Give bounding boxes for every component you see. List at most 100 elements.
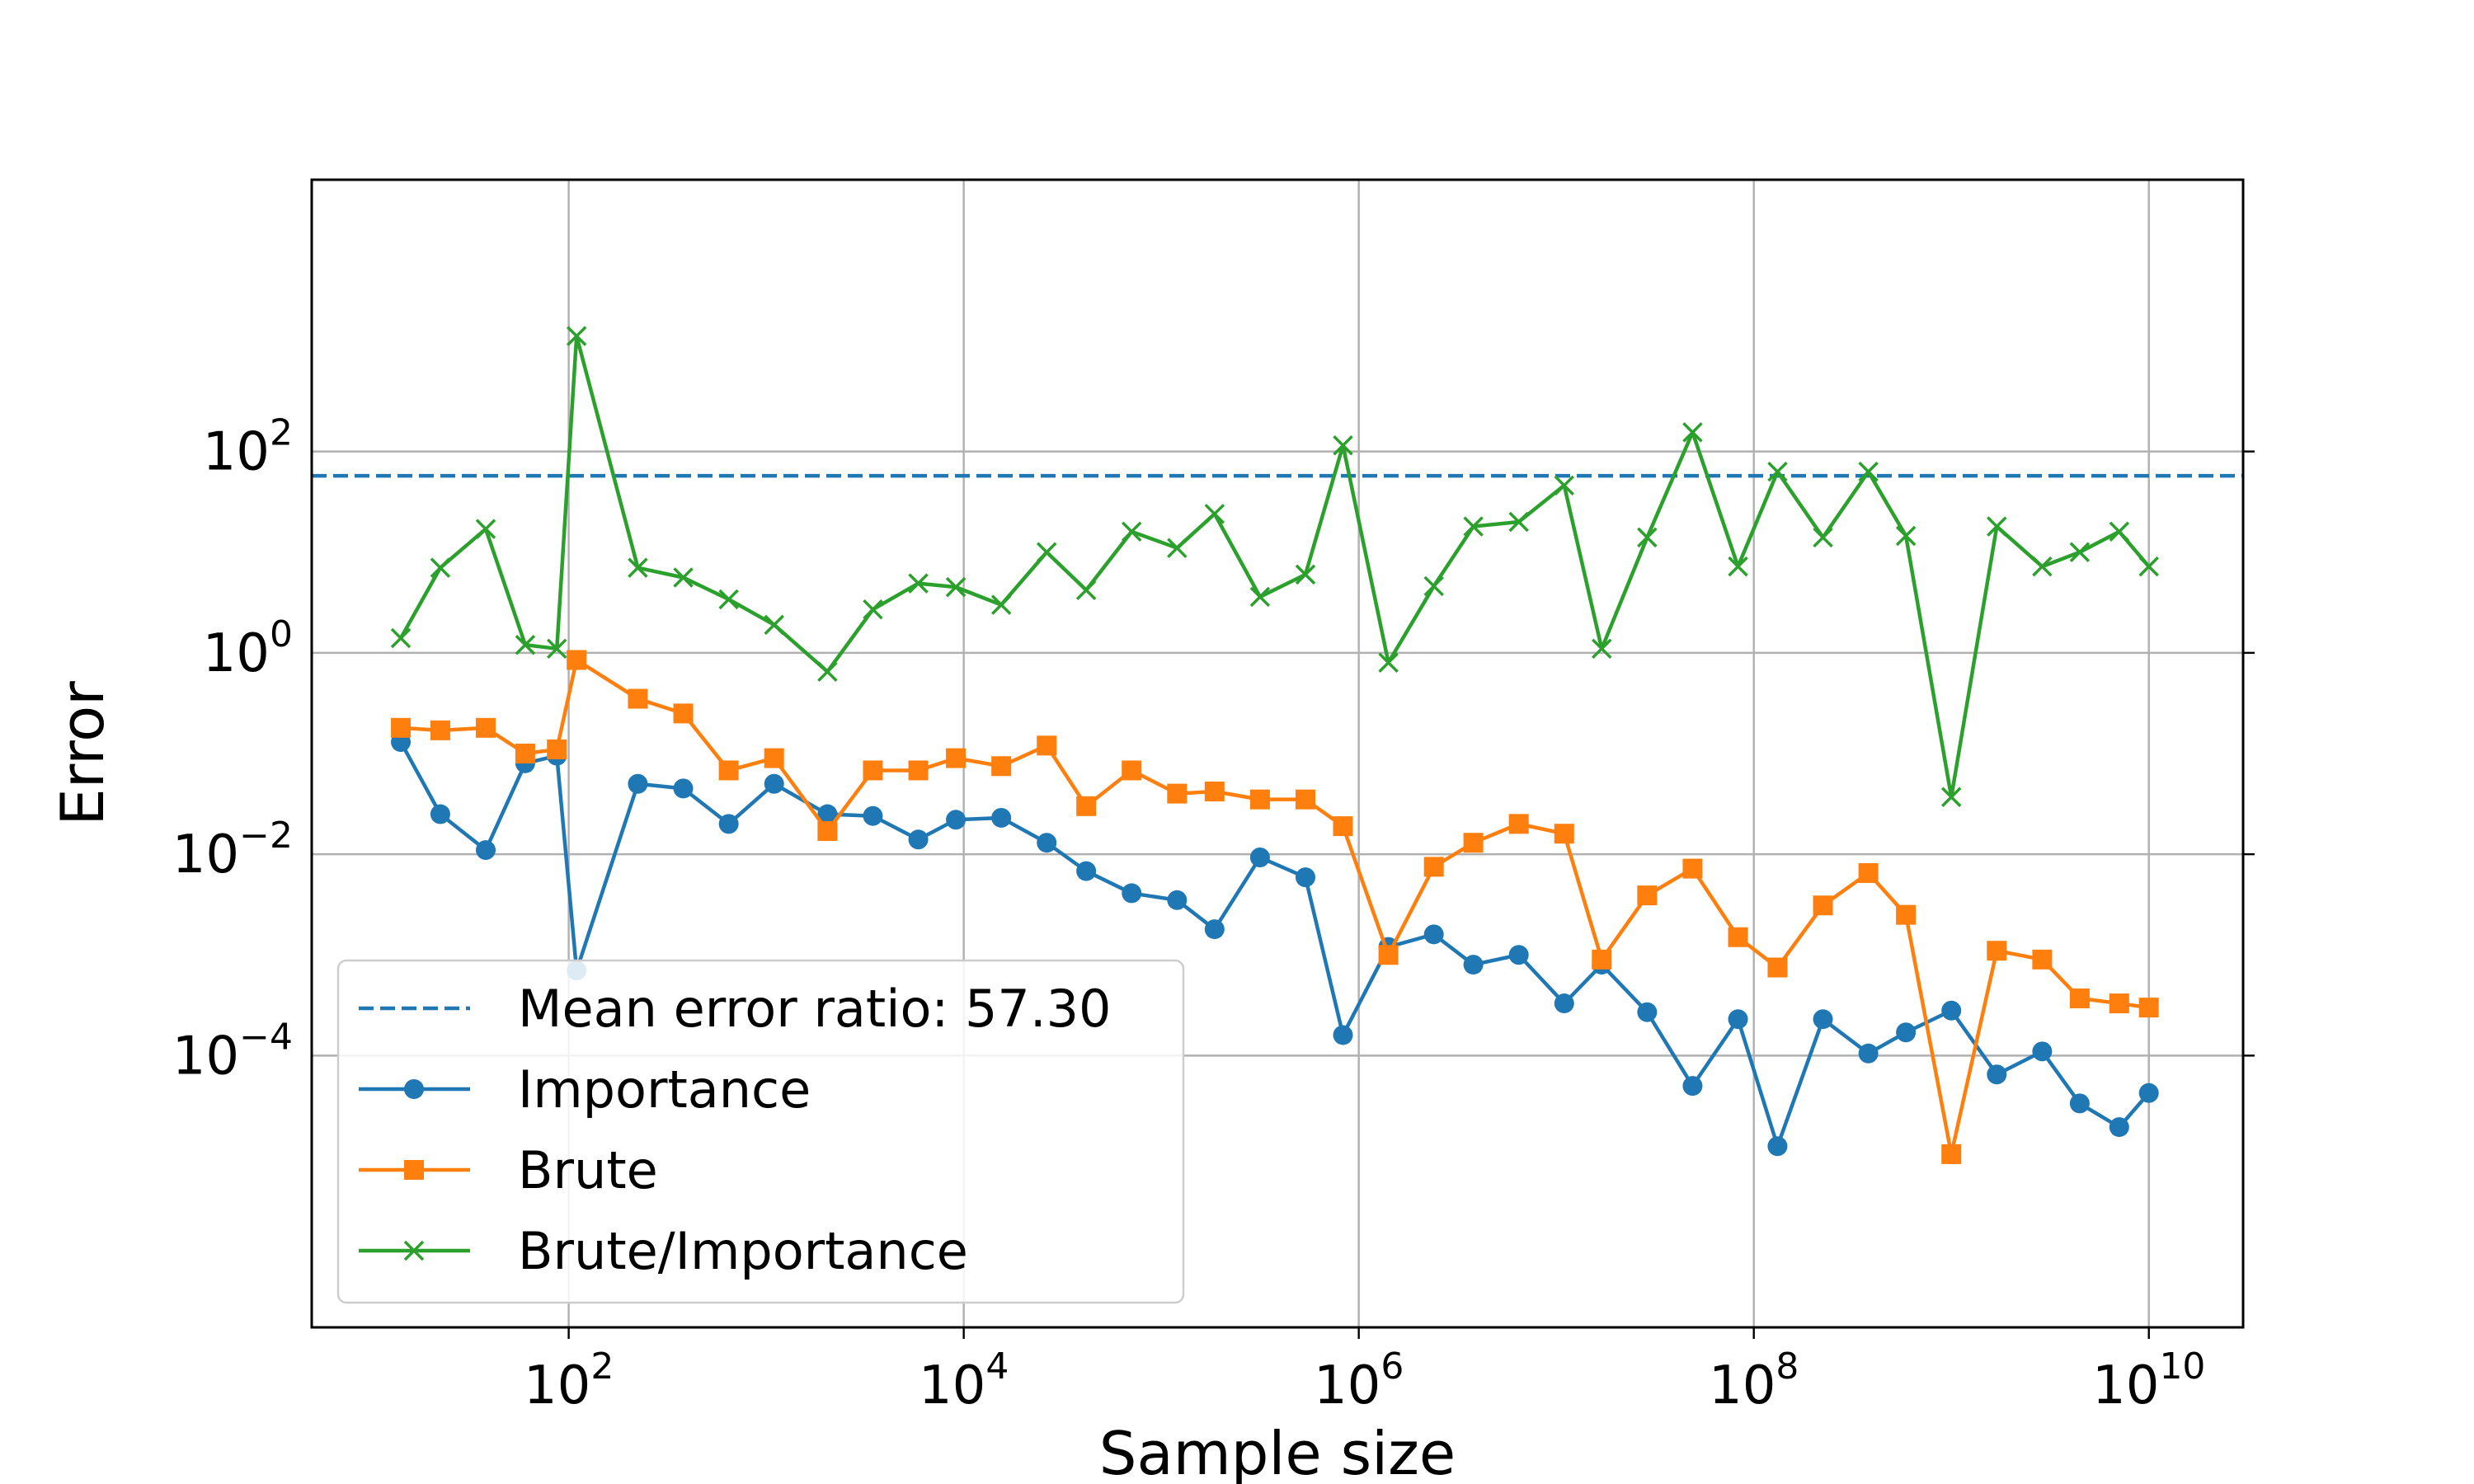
data-point-brute bbox=[764, 748, 784, 768]
legend-box bbox=[336, 959, 1185, 1304]
data-point-brute bbox=[1508, 814, 1529, 834]
data-point-importance bbox=[1987, 1064, 2007, 1085]
data-point-brute-importance bbox=[1767, 461, 1788, 482]
data-point-brute-importance bbox=[475, 519, 496, 539]
data-point-brute bbox=[547, 739, 567, 759]
data-point-brute-importance bbox=[1121, 521, 1142, 542]
data-point-brute-importance bbox=[430, 557, 451, 578]
data-point-brute bbox=[1037, 735, 1057, 756]
data-point-brute-importance bbox=[673, 567, 694, 588]
data-point-brute-importance bbox=[1682, 422, 1703, 443]
axis-tick-labels: 102 104 106 108 1010 102 100 10−2 10−4 bbox=[172, 412, 2206, 1416]
x-tick-label: 102 bbox=[524, 1345, 614, 1416]
series-brute-importance bbox=[390, 326, 2159, 807]
data-point-importance bbox=[1296, 867, 1315, 888]
data-point-brute-importance bbox=[817, 661, 838, 682]
data-point-brute-importance bbox=[628, 557, 648, 578]
data-point-importance bbox=[1941, 1000, 1962, 1021]
y-tick-label: 10−2 bbox=[172, 815, 293, 885]
data-point-brute-importance bbox=[515, 634, 536, 655]
data-point-brute-importance bbox=[1895, 525, 1917, 547]
legend-label: Importance bbox=[518, 1059, 811, 1120]
data-point-brute-importance bbox=[1378, 652, 1399, 673]
grid-lines bbox=[312, 180, 2243, 1327]
data-point-brute-importance bbox=[1508, 511, 1529, 533]
data-point-importance bbox=[2109, 1117, 2129, 1138]
data-point-importance bbox=[908, 829, 929, 850]
data-point-importance bbox=[1122, 883, 1142, 904]
data-point-brute bbox=[1249, 789, 1270, 810]
data-point-brute-importance bbox=[718, 589, 739, 610]
data-point-importance bbox=[1423, 924, 1444, 945]
data-point-importance bbox=[1076, 861, 1097, 881]
data-point-brute bbox=[476, 717, 496, 738]
data-point-importance bbox=[1508, 945, 1529, 965]
data-point-brute-importance bbox=[1987, 516, 2007, 537]
data-point-importance bbox=[1554, 993, 1574, 1014]
x-tick-label: 106 bbox=[1314, 1345, 1404, 1416]
data-point-brute bbox=[1858, 862, 1879, 883]
data-point-importance bbox=[718, 814, 739, 834]
data-point-brute-importance bbox=[1333, 434, 1353, 456]
data-point-brute bbox=[430, 720, 450, 740]
data-point-brute-importance bbox=[990, 594, 1012, 615]
data-point-importance bbox=[946, 810, 967, 830]
data-point-brute bbox=[1167, 783, 1188, 804]
data-point-brute bbox=[1728, 927, 1748, 947]
data-point-brute bbox=[515, 744, 535, 763]
data-point-brute bbox=[1813, 895, 1833, 916]
data-point-brute bbox=[1378, 945, 1399, 965]
data-point-importance bbox=[430, 804, 450, 824]
data-point-brute-importance bbox=[2138, 556, 2159, 577]
data-point-brute bbox=[1637, 885, 1658, 906]
data-point-importance bbox=[2138, 1082, 2159, 1103]
y-tick-label: 10−4 bbox=[172, 1016, 293, 1087]
data-point-brute-importance bbox=[945, 576, 967, 598]
data-point-brute bbox=[391, 717, 412, 738]
legend-marker-brute bbox=[404, 1160, 424, 1180]
data-point-importance bbox=[2032, 1041, 2053, 1062]
data-point-brute bbox=[1941, 1144, 1962, 1164]
data-point-brute-importance bbox=[1554, 475, 1574, 496]
data-point-importance bbox=[1682, 1076, 1703, 1097]
legend-marker-importance bbox=[404, 1079, 424, 1099]
data-point-importance bbox=[1637, 1002, 1658, 1022]
series-brute bbox=[391, 650, 2159, 1164]
data-point-brute-importance bbox=[2069, 542, 2091, 562]
axis-ticks bbox=[567, 450, 2255, 1339]
data-point-importance bbox=[1249, 847, 1270, 867]
data-point-importance bbox=[1896, 1022, 1917, 1043]
data-point-brute bbox=[2032, 949, 2053, 970]
data-point-brute bbox=[863, 760, 883, 781]
data-point-brute bbox=[1076, 796, 1097, 816]
data-point-brute bbox=[1204, 782, 1225, 802]
y-tick-label: 102 bbox=[203, 412, 293, 483]
y-axis-title: Error bbox=[48, 681, 117, 826]
data-point-importance bbox=[1167, 890, 1188, 910]
x-axis-title: Sample size bbox=[1099, 1419, 1456, 1484]
data-point-brute bbox=[1296, 789, 1315, 810]
data-point-importance bbox=[991, 807, 1012, 828]
data-point-brute-importance bbox=[1813, 527, 1833, 548]
data-point-brute bbox=[628, 688, 648, 709]
data-point-importance bbox=[2069, 1093, 2090, 1114]
data-point-brute bbox=[991, 756, 1012, 777]
legend-marker-brute-importance bbox=[403, 1240, 425, 1261]
data-point-importance bbox=[476, 840, 496, 861]
data-point-brute-importance bbox=[1423, 575, 1444, 597]
data-point-brute-importance bbox=[1463, 516, 1484, 537]
data-point-brute bbox=[2138, 998, 2159, 1018]
data-point-brute bbox=[567, 650, 587, 670]
data-point-brute-importance bbox=[1637, 527, 1658, 548]
data-point-importance bbox=[1037, 833, 1057, 853]
data-point-importance bbox=[1333, 1025, 1353, 1045]
data-point-brute-importance bbox=[1249, 586, 1271, 608]
data-point-brute bbox=[1682, 858, 1703, 879]
data-point-brute bbox=[718, 760, 739, 781]
data-point-brute-importance bbox=[863, 599, 883, 620]
data-point-brute-importance bbox=[1204, 504, 1225, 524]
data-point-importance bbox=[1813, 1009, 1833, 1030]
data-point-brute-importance bbox=[908, 573, 929, 594]
data-point-brute-importance bbox=[1037, 542, 1057, 562]
data-point-brute bbox=[908, 760, 929, 781]
